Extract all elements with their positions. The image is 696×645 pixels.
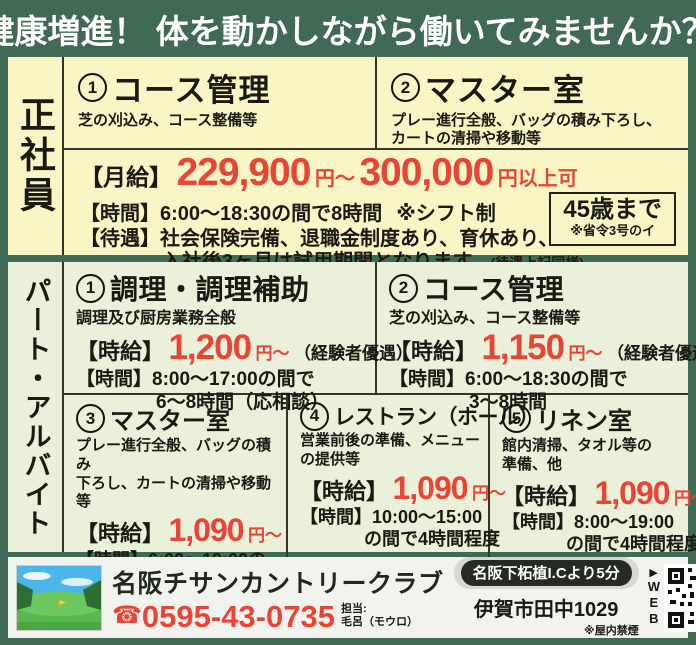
parttime-content: 1 調理・調理補助 調理及び厨房業務全般 【時給】 1,200 円～ （経験者優… — [64, 262, 696, 593]
circled-number-icon: 5 — [502, 404, 531, 433]
fulltime-jobs-row: 1 コース管理 芝の刈込み、コース整備等 2 マスター室 プレー進行全般、バッグ… — [64, 57, 688, 150]
company-name: 名阪チサンカントリークラブ — [112, 569, 444, 598]
fulltime-job-2: 2 マスター室 プレー進行全般、バッグの積み下ろし、 カートの清掃や移動等 — [377, 57, 688, 148]
top-banner: 健康増進！ 体を動かしながら働いてみませんか？ — [0, 0, 696, 57]
phone-icon: ☎ — [112, 602, 142, 629]
hourly-wage: 【時給】 1,090 円～ — [76, 512, 282, 548]
fulltime-job-1: 1 コース管理 芝の刈込み、コース整備等 — [64, 57, 377, 148]
footer: 名阪チサンカントリークラブ ☎ 0595-43-0735 担当: 毛呂（モウロ）… — [8, 557, 696, 638]
fulltime-section-label: 正社員 — [8, 57, 64, 255]
contact-person: 担当: 毛呂（モウロ） — [340, 602, 418, 628]
fulltime-job-2-heading: 2 マスター室 — [391, 65, 678, 110]
web-label: ▶ WEB — [646, 566, 662, 628]
access-block: 名阪下柘植I.Cより5分 伊賀市田中1029 ※屋内禁煙 — [453, 557, 639, 638]
parttime-job-3: 3 マスター室 プレー進行全般、バッグの積み 下ろし、カートの清掃や移動等 【時… — [64, 395, 288, 593]
hourly-wage: 【時給】 1,200 円～ （経験者優遇） — [76, 328, 413, 368]
page-title: 健康増進！ 体を動かしながら働いてみませんか？ — [0, 12, 696, 50]
circled-number-icon: 1 — [76, 273, 105, 303]
fulltime-section: 正社員 1 コース管理 芝の刈込み、コース整備等 2 マスター室 — [8, 57, 688, 273]
access-badge: 名阪下柘植I.Cより5分 — [453, 557, 639, 589]
company-block: 名阪チサンカントリークラブ ☎ 0595-43-0735 担当: 毛呂（モウロ） — [112, 564, 444, 632]
fulltime-benefits-line1: 【待遇】社会保険完備、退職金制度あり、育休あり、 — [80, 227, 559, 250]
fulltime-job-1-desc: 芝の刈込み、コース整備等 — [78, 112, 258, 129]
phone-row: ☎ 0595-43-0735 担当: 毛呂（モウロ） — [112, 601, 444, 632]
salary-max: 300,000 — [359, 151, 494, 194]
circled-number-icon: 4 — [300, 401, 329, 431]
parttime-row-2: 3 マスター室 プレー進行全般、バッグの積み 下ろし、カートの清掃や移動等 【時… — [64, 395, 696, 593]
fulltime-conditions: 【月給】 229,900 円～ 300,000 円以上可 【時間】6:00～18… — [64, 150, 688, 274]
age-limit-box: 45歳まで ※省令3号のイ — [549, 192, 676, 246]
address: 伊賀市田中1029 — [473, 599, 619, 621]
arrow-right-icon: ▶ — [649, 566, 658, 579]
parttime-job-5: 5 リネン室 館内清掃、タオル等の 準備、他 【時給】 1,090 円～ 【時間… — [490, 395, 696, 593]
parttime-job-2: 2 コース管理 芝の刈込み、コース整備等 【時給】 1,150 円～ （経験者優… — [389, 273, 696, 413]
fulltime-job-2-desc: プレー進行全般、バッグの積み下ろし、 カートの清掃や移動等 — [391, 112, 662, 147]
parttime-row-1: 1 調理・調理補助 調理及び厨房業務全般 【時給】 1,200 円～ （経験者優… — [64, 262, 696, 413]
salary-min: 229,900 — [176, 151, 311, 194]
fulltime-hours: 【時間】6:00～18:30の間で8時間 ※シフト制 — [80, 202, 496, 225]
monthly-salary: 【月給】 229,900 円～ 300,000 円以上可 — [80, 151, 578, 194]
parttime-section-label: パート・アルバイト — [8, 262, 64, 552]
hourly-wage: 【時給】 1,090 円～ — [300, 469, 506, 506]
hourly-wage: 【時給】 1,090 円～ — [502, 474, 696, 511]
golf-course-photo — [13, 564, 105, 631]
circled-number-icon: 3 — [76, 404, 105, 433]
no-smoking-note: ※屋内禁煙 — [584, 625, 639, 637]
fulltime-job-1-heading: 1 コース管理 — [78, 65, 365, 110]
parttime-section: パート・アルバイト 1 調理・調理補助 調理及び厨房業務全般 【時給】 1,20… — [8, 262, 696, 593]
circled-number-icon: 1 — [78, 73, 107, 102]
fulltime-content: 1 コース管理 芝の刈込み、コース整備等 2 マスター室 プレー進行全般、バッグ… — [64, 57, 688, 273]
circled-number-icon: 2 — [391, 73, 420, 102]
parttime-job-1: 1 調理・調理補助 調理及び厨房業務全般 【時給】 1,200 円～ （経験者優… — [64, 262, 413, 413]
phone-number: 0595-43-0735 — [141, 598, 335, 634]
qr-code — [664, 563, 696, 632]
hourly-wage: 【時給】 1,150 円～ （経験者優遇） — [389, 328, 696, 368]
circled-number-icon: 2 — [389, 273, 418, 303]
parttime-job-4: 4 レストラン（ホール） 営業前後の準備、メニュー の提供等 【時給】 1,09… — [288, 395, 540, 593]
